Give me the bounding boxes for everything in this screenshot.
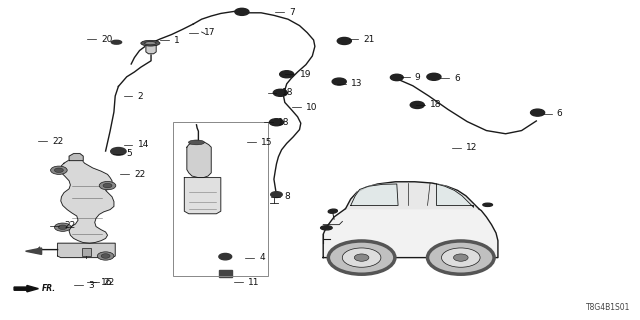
Circle shape	[428, 241, 494, 274]
Ellipse shape	[141, 40, 160, 46]
Text: 7: 7	[289, 8, 295, 17]
Text: 22: 22	[104, 278, 115, 287]
Polygon shape	[69, 154, 83, 161]
Ellipse shape	[321, 226, 332, 230]
Polygon shape	[14, 285, 38, 292]
Ellipse shape	[145, 42, 156, 45]
Text: 11: 11	[248, 278, 260, 287]
Text: 22: 22	[64, 221, 76, 230]
Ellipse shape	[111, 40, 122, 44]
Circle shape	[280, 71, 294, 78]
Polygon shape	[351, 184, 398, 205]
Polygon shape	[60, 158, 114, 243]
Circle shape	[427, 73, 441, 80]
Bar	[173, 122, 268, 276]
Polygon shape	[187, 141, 211, 178]
Ellipse shape	[328, 209, 337, 213]
Circle shape	[54, 168, 63, 172]
Text: 5: 5	[127, 149, 132, 158]
Text: 10: 10	[306, 103, 317, 112]
Text: FR.: FR.	[42, 284, 56, 293]
Circle shape	[219, 253, 232, 260]
Circle shape	[97, 252, 114, 260]
Polygon shape	[146, 44, 156, 54]
Text: 6: 6	[557, 109, 563, 118]
Text: 1: 1	[174, 36, 180, 44]
Text: 6: 6	[454, 74, 460, 83]
Text: 9: 9	[415, 73, 420, 82]
Circle shape	[531, 109, 545, 116]
Text: 15: 15	[261, 138, 273, 147]
Bar	[82, 248, 91, 256]
Text: 2: 2	[138, 92, 143, 100]
Text: 14: 14	[138, 140, 149, 149]
Circle shape	[332, 78, 346, 85]
Circle shape	[103, 183, 112, 188]
Text: 18: 18	[278, 118, 290, 127]
Circle shape	[99, 181, 116, 190]
Polygon shape	[346, 182, 479, 209]
Text: 20: 20	[101, 35, 113, 44]
Circle shape	[337, 37, 351, 44]
Text: 8: 8	[285, 192, 291, 201]
Polygon shape	[58, 243, 115, 258]
Circle shape	[442, 248, 480, 267]
Circle shape	[454, 254, 468, 261]
Ellipse shape	[483, 203, 493, 206]
Circle shape	[342, 248, 381, 267]
Circle shape	[355, 254, 369, 261]
Circle shape	[235, 8, 249, 15]
Circle shape	[51, 166, 67, 174]
Ellipse shape	[188, 140, 205, 145]
Circle shape	[58, 225, 67, 229]
Polygon shape	[323, 194, 498, 258]
Text: 3: 3	[88, 281, 94, 290]
Text: 22: 22	[52, 137, 64, 146]
Text: 16: 16	[101, 278, 113, 287]
Polygon shape	[184, 178, 221, 214]
Circle shape	[328, 241, 395, 274]
Text: 21: 21	[364, 35, 375, 44]
Text: 18: 18	[430, 100, 442, 109]
Circle shape	[101, 254, 110, 258]
Text: 22: 22	[134, 170, 146, 179]
Circle shape	[54, 223, 71, 231]
Text: 13: 13	[351, 79, 362, 88]
Circle shape	[271, 192, 282, 197]
Polygon shape	[26, 248, 42, 254]
Bar	[219, 270, 232, 277]
Text: 19: 19	[300, 70, 311, 79]
Circle shape	[273, 89, 287, 96]
Text: T8G4B1S01: T8G4B1S01	[586, 303, 630, 312]
Text: 18: 18	[282, 88, 293, 97]
Circle shape	[410, 101, 424, 108]
Text: 4: 4	[259, 253, 265, 262]
Circle shape	[111, 148, 126, 155]
Polygon shape	[436, 184, 474, 207]
Circle shape	[390, 74, 403, 81]
Text: 12: 12	[466, 143, 477, 152]
Text: 17: 17	[204, 28, 215, 37]
Circle shape	[269, 119, 284, 126]
